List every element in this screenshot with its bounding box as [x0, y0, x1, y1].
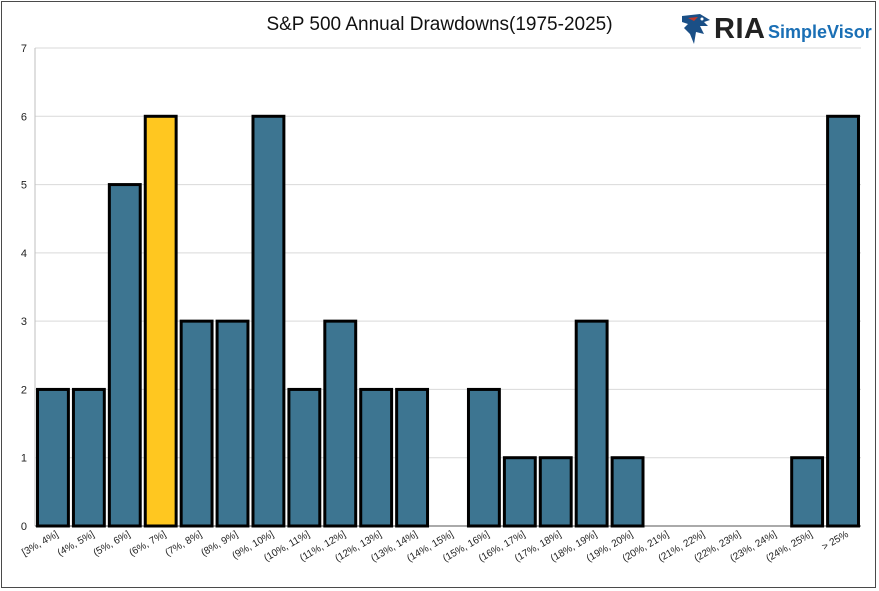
x-tick-label: > 25% [820, 529, 850, 553]
bar [71, 387, 106, 528]
logo-product: SimpleVisor [768, 22, 872, 42]
bar [179, 319, 214, 528]
x-tick-label: (7%, 8%] [163, 529, 204, 559]
chart-title: S&P 500 Annual Drawdowns(1975-2025) [266, 14, 613, 35]
bar [466, 387, 501, 528]
y-tick-label: 0 [21, 521, 27, 533]
bar [395, 387, 430, 528]
y-tick-label: 2 [21, 384, 27, 396]
eagle-icon [682, 14, 710, 44]
bar [502, 456, 537, 528]
bar [323, 319, 358, 528]
y-tick-label: 1 [21, 453, 27, 465]
bar [610, 456, 645, 528]
bar [287, 387, 322, 528]
bar [251, 114, 286, 528]
y-tick-label: 5 [21, 180, 27, 192]
bar [215, 319, 250, 528]
x-tick-label: (5%, 6%] [92, 529, 133, 559]
bars [36, 114, 860, 528]
x-tick-label: [3%, 4%] [20, 529, 60, 559]
bar [538, 456, 573, 528]
bar [574, 319, 609, 528]
y-tick-label: 4 [21, 248, 27, 260]
bar [359, 387, 394, 528]
ria-simplevisor-logo: RIA SimpleVisor [680, 10, 872, 46]
x-tick-label: (4%, 5%] [56, 529, 97, 559]
bar [143, 114, 178, 528]
bar [790, 456, 825, 528]
bar [107, 183, 142, 528]
bar [36, 387, 70, 528]
y-tick-label: 7 [21, 43, 27, 55]
logo-brand: RIA [714, 13, 766, 45]
bar [826, 114, 860, 528]
x-tick-label: (6%, 7%] [128, 529, 169, 559]
y-tick-label: 3 [21, 316, 27, 328]
y-tick-label: 6 [21, 111, 27, 123]
